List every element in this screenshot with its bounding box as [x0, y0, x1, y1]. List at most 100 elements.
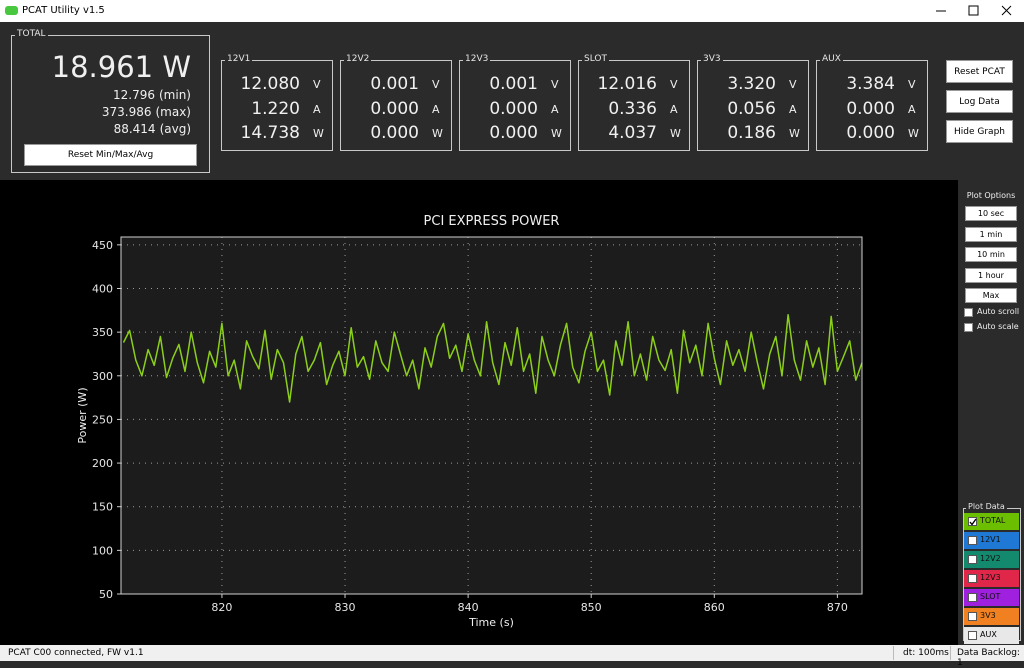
checkbox[interactable] [968, 612, 977, 621]
channel-label: 12V3 [463, 54, 491, 64]
side-panel: Plot Options 10 sec 1 min 10 min 1 hour Max Au… [958, 180, 1024, 645]
plot-data-item[interactable]: 12V3 [964, 570, 1019, 587]
chart: PCI EXPRESS POWER Time (s) Power (W) 50 100 1… [76, 214, 863, 629]
total-label: TOTAL [15, 29, 48, 39]
range-button[interactable]: 10 min [965, 247, 1017, 262]
total-stat: 88.414 (avg) [114, 122, 191, 136]
channel-value: 0.186 [727, 123, 776, 143]
channel-value: 1.220 [251, 98, 300, 119]
dt-status: dt: 100ms [903, 648, 949, 658]
stat-label: (avg) [159, 122, 191, 136]
channel-box: SLOT 12.016 V 0.336 A 4.037 W [578, 54, 690, 151]
x-tick-label: 870 [827, 601, 848, 614]
plot-data-label: 12V2 [980, 554, 1001, 563]
channel-unit: A [551, 102, 559, 116]
channel-value: 0.000 [489, 98, 538, 119]
plot-data-label: 12V3 [980, 573, 1001, 582]
channel-label: 12V1 [225, 54, 253, 64]
channel-box: 12V2 0.001 V 0.000 A 0.000 W [340, 54, 452, 151]
data-line [122, 313, 863, 403]
channel-value: 0.336 [608, 98, 657, 119]
channel-unit: W [432, 127, 443, 140]
channel-label: AUX [820, 54, 843, 64]
plot-data-item[interactable]: 12V2 [964, 551, 1019, 568]
checkbox[interactable] [964, 323, 973, 332]
plot-background [121, 237, 862, 594]
plot-data-item[interactable]: SLOT [964, 589, 1019, 606]
checkbox-label: Auto scroll [977, 307, 1020, 316]
channel-unit: W [789, 127, 800, 140]
window-controls[interactable] [920, 0, 1024, 22]
channel-value: 12.080 [240, 74, 300, 94]
plot-options-title: Plot Options [966, 191, 1016, 200]
sep [950, 646, 951, 660]
y-tick-label: 250 [92, 413, 113, 426]
channel-unit: A [908, 102, 916, 116]
action-button[interactable]: Log Data [946, 90, 1013, 113]
channel-label: 12V2 [344, 54, 372, 64]
chart-title: PCI EXPRESS POWER [424, 214, 560, 229]
channel-value: 3.384 [846, 74, 895, 94]
x-tick-label: 840 [458, 601, 479, 614]
range-button[interactable]: Max [965, 288, 1017, 303]
channel-unit: W [670, 127, 681, 140]
channel-box: 12V3 0.001 V 0.000 A 0.000 W [459, 54, 571, 151]
y-axis-label: Power (W) [76, 387, 89, 443]
channel-unit: A [789, 102, 797, 116]
checkbox[interactable] [968, 555, 977, 564]
plot-data-item[interactable]: AUX [964, 627, 1019, 644]
plot-data-item[interactable]: TOTAL [964, 513, 1019, 530]
checkbox[interactable] [964, 308, 973, 317]
checkbox[interactable] [968, 517, 977, 526]
channel-unit: A [670, 102, 678, 116]
checkbox[interactable] [968, 536, 977, 545]
channel-box: 12V1 12.080 V 1.220 A 14.738 W [221, 54, 333, 151]
channel-unit: W [908, 127, 919, 140]
y-tick-label: 450 [92, 239, 113, 252]
channel-value: 0.001 [370, 74, 419, 94]
channel-unit: A [432, 102, 440, 116]
x-tick-label: 850 [581, 601, 602, 614]
plot-data-title: Plot Data [966, 502, 1007, 511]
range-button[interactable]: 1 hour [965, 267, 1017, 283]
channel-unit: A [313, 102, 321, 116]
backlog-status: Data Backlog: 1 [957, 648, 1020, 668]
checkbox[interactable] [968, 574, 977, 583]
stat-label: (min) [159, 88, 191, 102]
checkbox[interactable] [968, 593, 977, 602]
stat-value: 373.986 [101, 105, 152, 119]
checkbox[interactable] [968, 631, 977, 640]
plot-data-label: 12V1 [980, 535, 1001, 544]
channel-unit: V [670, 78, 678, 91]
plot-data-item[interactable]: 12V1 [964, 532, 1019, 549]
plot-data-label: TOTAL [980, 516, 1006, 525]
channel-unit: V [432, 78, 440, 91]
total-value: 18.961 W [51, 50, 191, 84]
title-bar: PCAT Utility v1.5 [0, 0, 1024, 22]
channel-unit: V [551, 78, 559, 91]
range-button[interactable]: 10 sec [965, 206, 1017, 221]
action-button[interactable]: Reset PCAT [946, 60, 1013, 83]
status-bar: PCAT C00 connected, FW v1.1 dt: 100ms Data… [0, 645, 1024, 668]
channel-unit: W [313, 127, 324, 140]
reset-min-max-button[interactable]: Reset Min/Max/Avg [24, 144, 197, 166]
chart-area: PCI EXPRESS POWER Time (s) Power (W) 50 100 1… [0, 180, 958, 645]
sep [893, 646, 894, 660]
channel-value: 14.738 [240, 123, 300, 143]
channel-value: 0.000 [489, 123, 538, 143]
y-tick-label: 150 [92, 501, 113, 514]
channel-value: 0.000 [846, 123, 895, 143]
checkbox-label: Auto scale [977, 322, 1019, 331]
channel-value: 0.000 [846, 98, 895, 119]
range-button[interactable]: 1 min [965, 226, 1017, 242]
action-button[interactable]: Hide Graph [946, 120, 1013, 143]
y-tick-label: 350 [92, 326, 113, 339]
plot-data-label: AUX [980, 630, 997, 639]
channel-value: 0.001 [489, 74, 538, 94]
plot-data-item[interactable]: 3V3 [964, 608, 1019, 625]
stat-value: 88.414 [113, 122, 156, 136]
y-tick-label: 200 [92, 457, 113, 470]
y-tick-label: 100 [92, 544, 113, 557]
channel-value: 0.056 [727, 98, 776, 119]
